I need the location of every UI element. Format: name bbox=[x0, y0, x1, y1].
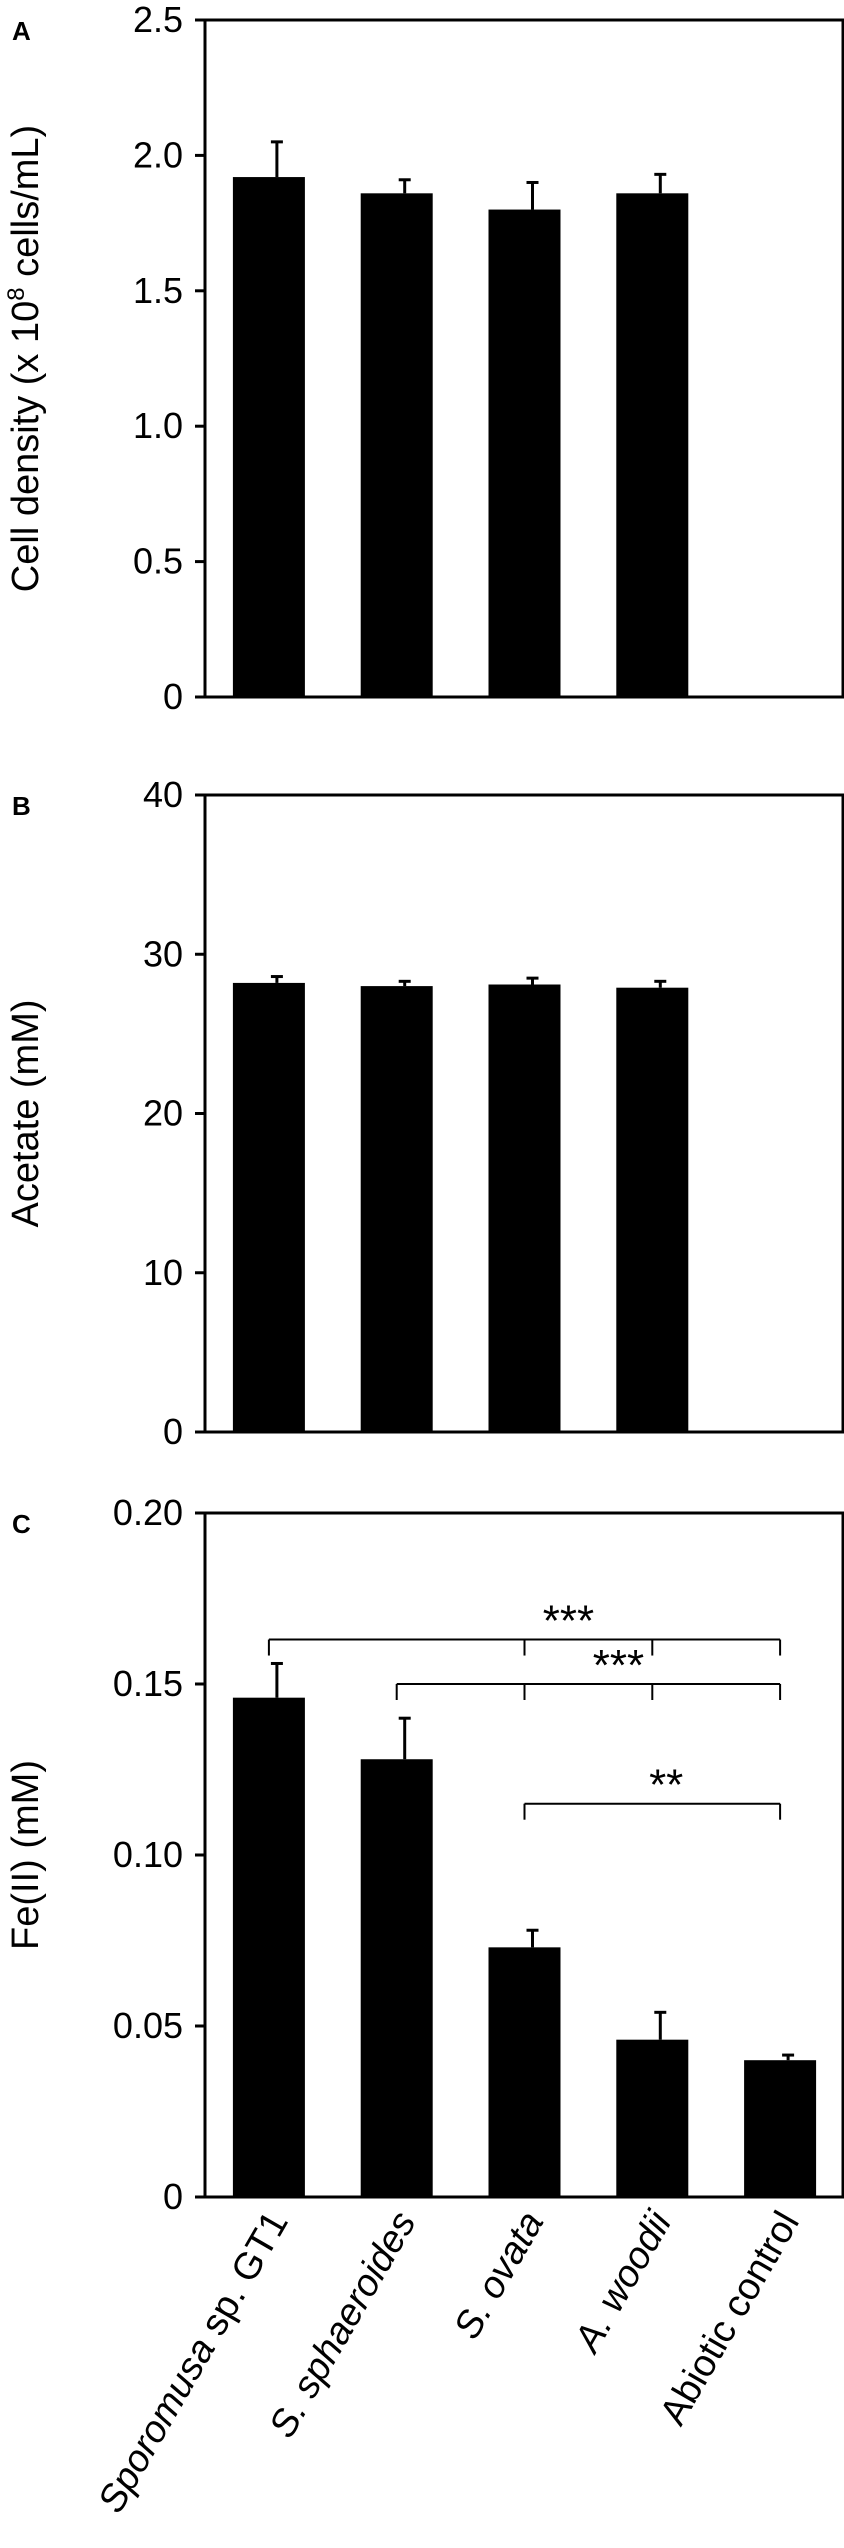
x-category-label: S. ovata bbox=[446, 2205, 552, 2347]
y-axis-label: Cell density (x 108 cells/mL) bbox=[3, 125, 47, 592]
y-tick-label: 20 bbox=[143, 1093, 183, 1134]
significance-bracket: *** bbox=[395, 1641, 782, 1700]
panel-letter: B bbox=[12, 791, 31, 821]
y-tick-label: 0.05 bbox=[113, 2005, 183, 2046]
y-tick-label: 0.5 bbox=[133, 541, 183, 582]
y-tick-label: 1.0 bbox=[133, 405, 183, 446]
panel-letter: A bbox=[12, 16, 31, 46]
y-tick-label: 1.5 bbox=[133, 270, 183, 311]
panel-A: A 0 0.5 1.0 1.5 2.0 2.5 Cell density (x 108 cel… bbox=[3, 0, 844, 717]
bar-3 bbox=[488, 984, 561, 1432]
y-tick-label: 2.5 bbox=[133, 0, 183, 40]
y-tick-label: 10 bbox=[143, 1252, 183, 1293]
y-tick-label: 0.15 bbox=[113, 1663, 183, 1704]
y-tick-label: 30 bbox=[143, 933, 183, 974]
significance-label: *** bbox=[593, 1641, 644, 1690]
bar-4 bbox=[616, 987, 689, 1432]
y-tick-label: 0 bbox=[163, 2176, 183, 2217]
y-tick-label: 0.20 bbox=[113, 1492, 183, 1533]
bar-1 bbox=[232, 177, 305, 698]
bar-3 bbox=[488, 1947, 561, 2197]
significance-label: ** bbox=[649, 1761, 683, 1810]
x-category-label: Sporomusa sp. GT1 bbox=[90, 2205, 296, 2520]
y-tick-label: 0.10 bbox=[113, 1834, 183, 1875]
bar-1 bbox=[232, 982, 305, 1432]
x-category-label: Abiotic control bbox=[652, 2205, 808, 2433]
bar-2 bbox=[360, 193, 433, 697]
significance-bracket: ** bbox=[523, 1761, 782, 1820]
significance-label: *** bbox=[543, 1597, 594, 1646]
y-axis-label: Acetate (mM) bbox=[5, 999, 47, 1227]
significance-bracket: *** bbox=[267, 1597, 782, 1656]
y-tick-label: 0 bbox=[163, 676, 183, 717]
y-axis-label: Fe(II) (mM) bbox=[5, 1760, 47, 1950]
y-tick-label: 0 bbox=[163, 1411, 183, 1452]
bar-4 bbox=[616, 193, 689, 697]
panel-B: B 0 10 20 30 40 Acetate (mM) bbox=[5, 774, 844, 1452]
y-tick-label: 2.0 bbox=[133, 134, 183, 175]
bar-1 bbox=[232, 1697, 305, 2197]
panel-letter: C bbox=[12, 1509, 31, 1539]
bar-2 bbox=[360, 1759, 433, 2197]
bar-4 bbox=[616, 2039, 689, 2197]
x-category-label: A. woodii bbox=[566, 2203, 681, 2361]
bar-3 bbox=[488, 209, 561, 697]
y-tick-label: 40 bbox=[143, 774, 183, 815]
bar-5 bbox=[744, 2060, 817, 2197]
bar-2 bbox=[360, 986, 433, 1432]
